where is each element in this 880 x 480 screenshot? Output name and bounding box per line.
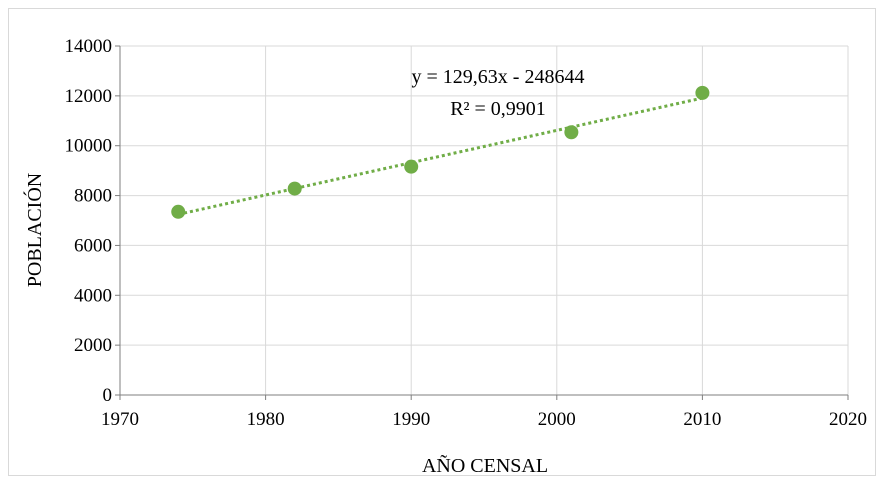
y-axis-title: POBLACIÓN bbox=[22, 173, 46, 287]
y-tick-label: 6000 bbox=[74, 235, 112, 256]
x-tick-label: 1970 bbox=[101, 409, 139, 430]
y-tick-label: 12000 bbox=[65, 86, 113, 107]
data-point bbox=[287, 181, 302, 196]
gridlines bbox=[120, 45, 849, 395]
x-tick-label: 1990 bbox=[392, 409, 430, 430]
y-tick-label: 14000 bbox=[65, 36, 113, 57]
y-tick-label: 10000 bbox=[65, 136, 113, 157]
data-point bbox=[404, 159, 419, 174]
x-tick-label: 2020 bbox=[829, 409, 867, 430]
data-point bbox=[171, 204, 186, 219]
data-point bbox=[564, 125, 579, 140]
data-point bbox=[695, 85, 710, 100]
y-tick-label: 8000 bbox=[74, 186, 112, 207]
chart-frame bbox=[8, 8, 876, 476]
x-tick-label: 1980 bbox=[247, 409, 285, 430]
y-tick-label: 0 bbox=[103, 385, 113, 406]
trendline-r-squared: R² = 0,9901 bbox=[450, 98, 546, 120]
x-tick-label: 2010 bbox=[683, 409, 721, 430]
x-tick-labels: 1970 1980 1990 2000 2010 2020 bbox=[101, 409, 867, 430]
x-axis-title: AÑO CENSAL bbox=[422, 453, 548, 477]
trendline-path bbox=[177, 96, 703, 216]
trendline bbox=[177, 96, 703, 216]
x-tick-label: 2000 bbox=[538, 409, 576, 430]
trendline-equation: y = 129,63x - 248644 bbox=[412, 66, 585, 88]
y-tick-label: 2000 bbox=[74, 335, 112, 356]
data-points bbox=[171, 85, 710, 219]
y-tick-labels: 0 2000 4000 6000 8000 10000 12000 14000 bbox=[65, 36, 113, 406]
axes bbox=[115, 45, 849, 400]
y-tick-label: 4000 bbox=[74, 285, 112, 306]
